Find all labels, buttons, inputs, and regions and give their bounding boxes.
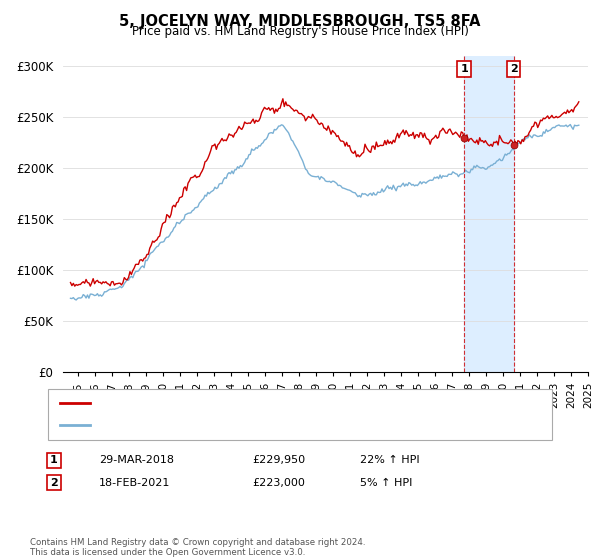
Text: 5% ↑ HPI: 5% ↑ HPI [360, 478, 412, 488]
Text: 1: 1 [460, 64, 468, 74]
Text: £223,000: £223,000 [252, 478, 305, 488]
Text: HPI: Average price, detached house, Middlesbrough: HPI: Average price, detached house, Midd… [96, 421, 366, 431]
Text: 5, JOCELYN WAY, MIDDLESBROUGH, TS5 8FA: 5, JOCELYN WAY, MIDDLESBROUGH, TS5 8FA [119, 14, 481, 29]
Text: 5, JOCELYN WAY, MIDDLESBROUGH, TS5 8FA (detached house): 5, JOCELYN WAY, MIDDLESBROUGH, TS5 8FA (… [96, 398, 421, 408]
Bar [464, 56, 514, 372]
Text: Contains HM Land Registry data © Crown copyright and database right 2024.
This d: Contains HM Land Registry data © Crown c… [30, 538, 365, 557]
Text: 29-MAR-2018: 29-MAR-2018 [99, 455, 174, 465]
Text: 22% ↑ HPI: 22% ↑ HPI [360, 455, 419, 465]
Text: Price paid vs. HM Land Registry's House Price Index (HPI): Price paid vs. HM Land Registry's House … [131, 25, 469, 38]
Text: 2: 2 [50, 478, 58, 488]
Text: 2: 2 [510, 64, 518, 74]
Text: £229,950: £229,950 [252, 455, 305, 465]
Text: 1: 1 [50, 455, 58, 465]
Text: 18-FEB-2021: 18-FEB-2021 [99, 478, 170, 488]
